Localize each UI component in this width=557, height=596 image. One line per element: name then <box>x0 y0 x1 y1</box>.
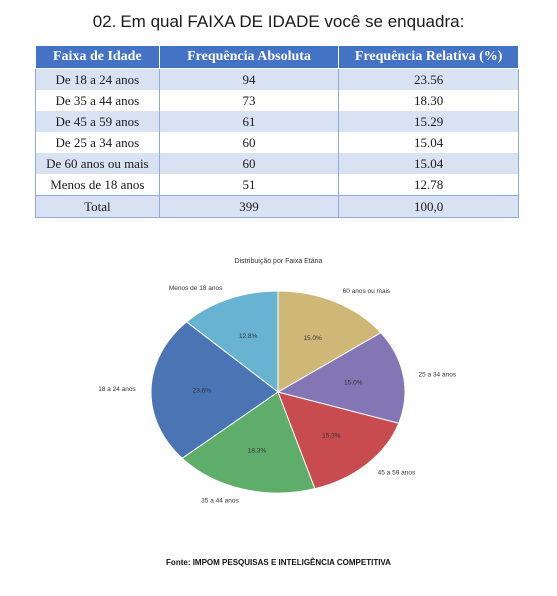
cell-relative: 15.04 <box>338 132 519 153</box>
pie-slice-45-a-59-anos <box>277 391 400 490</box>
frequency-table: Faixa de Idade Frequência Absoluta Frequ… <box>35 45 519 218</box>
pie-slice-18-a-24-anos <box>150 321 279 459</box>
table-row: De 18 a 24 anos 94 23.56 <box>35 68 519 90</box>
pie-slice-menos-de-18-anos <box>185 290 279 394</box>
cell-total-absolute: 399 <box>158 195 340 218</box>
table-row: Menos de 18 anos 51 12.78 <box>35 174 519 196</box>
table-total-row: Total 399 100,0 <box>35 195 519 218</box>
pie-slice-60-anos-ou-mais <box>277 290 382 393</box>
pie-category-label-25-a-34-anos: 25 a 34 anos <box>418 371 456 378</box>
pie-pct-label-35-a-44-anos: 18.3% <box>248 447 267 454</box>
cell-absolute: 60 <box>158 132 340 153</box>
cell-age-range: De 60 anos ou mais <box>35 153 160 174</box>
cell-absolute: 73 <box>158 90 340 111</box>
pie-pct-label-18-a-24-anos: 23.6% <box>193 387 212 394</box>
cell-relative: 18.30 <box>338 90 519 111</box>
pie-pct-label-45-a-59-anos: 15.3% <box>322 432 341 439</box>
chart-title: Distribuição por Faixa Etária <box>234 258 323 265</box>
cell-age-range: De 35 a 44 anos <box>35 90 160 111</box>
header-relative-frequency: Frequência Relativa (%) <box>338 45 519 69</box>
cell-absolute: 51 <box>158 174 340 196</box>
cell-absolute: 61 <box>158 111 340 132</box>
table-row: De 45 a 59 anos 61 15.29 <box>35 111 519 132</box>
pie-category-label-35-a-44-anos: 35 a 44 anos <box>201 498 239 505</box>
cell-total-label: Total <box>35 195 160 218</box>
cell-age-range: Menos de 18 anos <box>35 174 160 196</box>
source-note: Fonte: IMPOM PESQUISAS E INTELIGÊNCIA CO… <box>166 558 391 567</box>
table-row: De 25 a 34 anos 60 15.04 <box>35 132 519 153</box>
table-header-row: Faixa de Idade Frequência Absoluta Frequ… <box>35 45 519 69</box>
cell-age-range: De 45 a 59 anos <box>35 111 160 132</box>
pie-category-label-menos-de-18-anos: Menos de 18 anos <box>169 285 223 292</box>
pie-pct-label-25-a-34-anos: 15.0% <box>344 380 363 387</box>
table-row: De 35 a 44 anos 73 18.30 <box>35 90 519 111</box>
pie-slice-25-a-34-anos <box>276 331 406 424</box>
pie-category-label-60-anos-ou-mais: 60 anos ou mais <box>343 288 391 295</box>
pie-slice-35-a-44-anos <box>181 391 316 494</box>
pie-category-label-45-a-59-anos: 45 a 59 anos <box>378 470 416 477</box>
cell-relative: 23.56 <box>338 68 519 90</box>
header-absolute-frequency: Frequência Absoluta <box>158 45 340 69</box>
cell-age-range: De 18 a 24 anos <box>35 68 160 90</box>
pie-pct-label-menos-de-18-anos: 12.8% <box>239 333 258 340</box>
cell-relative: 15.29 <box>338 111 519 132</box>
pie-category-label-18-a-24-anos: 18 a 24 anos <box>98 386 136 393</box>
pie-pct-label-60-anos-ou-mais: 15.0% <box>303 335 322 342</box>
header-age-range: Faixa de Idade <box>35 45 160 69</box>
cell-absolute: 60 <box>158 153 340 174</box>
cell-relative: 15.04 <box>338 153 519 174</box>
table-row: De 60 anos ou mais 60 15.04 <box>35 153 519 174</box>
question-text: Em qual FAIXA DE IDADE você se enquadra: <box>120 12 465 31</box>
cell-relative: 12.78 <box>338 174 519 196</box>
question-number: 02. <box>92 12 117 31</box>
cell-absolute: 94 <box>158 68 340 90</box>
cell-total-relative: 100,0 <box>338 195 519 218</box>
cell-age-range: De 25 a 34 anos <box>35 132 160 153</box>
question-title: 02. Em qual FAIXA DE IDADE você se enquad… <box>0 12 557 32</box>
